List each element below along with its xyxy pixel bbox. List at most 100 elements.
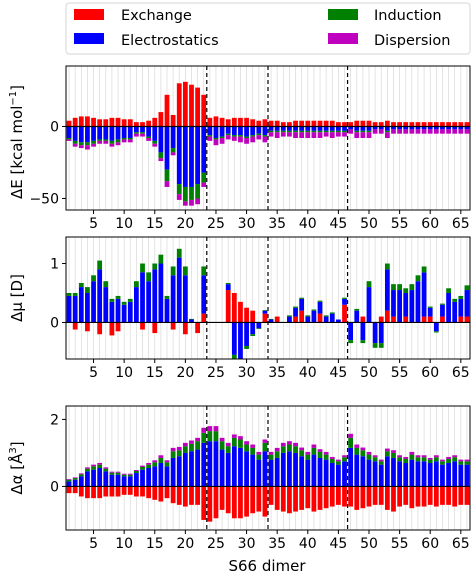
bar-induction bbox=[72, 140, 78, 144]
bar-electrostatics bbox=[446, 292, 451, 323]
bar-induction bbox=[446, 288, 451, 293]
bar-dispersion bbox=[354, 132, 360, 138]
bar-dispersion bbox=[121, 139, 127, 143]
bar-electrostatics bbox=[433, 126, 439, 130]
bar-dispersion bbox=[384, 132, 390, 138]
bar-electrostatics bbox=[305, 316, 311, 323]
ylabel-polarizability-sup: 3 bbox=[8, 447, 19, 453]
bar-electrostatics bbox=[415, 461, 421, 487]
bar-induction bbox=[231, 437, 237, 447]
bar-dispersion bbox=[378, 459, 384, 462]
bar-exchange bbox=[262, 313, 268, 323]
bar-electrostatics bbox=[250, 126, 256, 136]
x-tick-label: 30 bbox=[238, 536, 256, 552]
bar-electrostatics bbox=[280, 126, 286, 131]
bar-electrostatics bbox=[134, 473, 139, 487]
bar-induction bbox=[293, 130, 298, 133]
bar-induction bbox=[323, 315, 329, 317]
bar-exchange bbox=[195, 486, 200, 505]
bar-exchange bbox=[384, 310, 390, 323]
bar-dispersion bbox=[268, 132, 274, 137]
bar-induction bbox=[176, 450, 182, 457]
bar-induction bbox=[311, 309, 317, 311]
bar-induction bbox=[274, 451, 280, 458]
bar-exchange bbox=[103, 119, 109, 127]
bar-induction bbox=[195, 441, 200, 450]
bar-exchange bbox=[201, 94, 207, 127]
bar-exchange bbox=[348, 486, 354, 507]
bar-dispersion bbox=[127, 139, 133, 143]
bar-induction bbox=[164, 295, 170, 299]
bar-electrostatics bbox=[152, 126, 158, 141]
x-tick-label: 50 bbox=[360, 365, 378, 381]
x-tick-label: 25 bbox=[207, 216, 225, 232]
bar-electrostatics bbox=[244, 322, 249, 347]
bar-induction bbox=[189, 318, 194, 320]
bar-induction bbox=[403, 288, 409, 293]
x-tick-label: 60 bbox=[421, 216, 439, 232]
bar-dispersion bbox=[427, 457, 433, 460]
bar-dispersion bbox=[134, 133, 139, 137]
bar-exchange bbox=[427, 486, 433, 505]
bar-electrostatics bbox=[189, 126, 194, 187]
bar-dispersion bbox=[262, 136, 268, 143]
bar-exchange bbox=[372, 486, 378, 505]
x-tick-label: 30 bbox=[238, 365, 256, 381]
bar-dispersion bbox=[78, 473, 84, 475]
bar-dispersion bbox=[85, 145, 90, 150]
bar-exchange bbox=[366, 486, 372, 507]
bar-exchange bbox=[317, 486, 323, 510]
bar-induction bbox=[182, 446, 188, 453]
y-tick-label: 1 bbox=[50, 257, 59, 273]
bar-induction bbox=[305, 454, 311, 460]
bar-electrostatics bbox=[85, 126, 90, 143]
bar-electrostatics bbox=[97, 269, 103, 323]
bar-exchange bbox=[446, 122, 451, 127]
x-tick-label: 35 bbox=[268, 216, 286, 232]
bar-electrostatics bbox=[366, 126, 372, 131]
bar-electrostatics bbox=[256, 126, 262, 134]
bar-dispersion bbox=[176, 446, 182, 451]
bar-dispersion bbox=[109, 143, 115, 147]
bar-induction bbox=[66, 138, 72, 140]
bar-induction bbox=[127, 298, 133, 302]
bar-electrostatics bbox=[207, 126, 213, 136]
bar-dispersion bbox=[72, 477, 78, 479]
bar-dispersion bbox=[164, 181, 170, 187]
bar-exchange bbox=[274, 486, 280, 510]
bar-induction bbox=[146, 272, 152, 282]
bar-induction bbox=[366, 130, 372, 133]
bar-induction bbox=[360, 130, 366, 133]
bar-electrostatics bbox=[311, 126, 317, 131]
bar-dispersion bbox=[391, 450, 396, 453]
bar-induction bbox=[433, 331, 439, 333]
bar-dispersion bbox=[446, 129, 451, 134]
bar-exchange bbox=[299, 486, 305, 510]
bar-induction bbox=[140, 263, 145, 273]
bar-electrostatics bbox=[152, 269, 158, 323]
bar-exchange bbox=[415, 486, 421, 507]
bar-induction bbox=[299, 130, 305, 133]
bar-electrostatics bbox=[360, 322, 366, 341]
bar-induction bbox=[115, 139, 121, 143]
bar-exchange bbox=[354, 486, 360, 510]
bar-induction bbox=[231, 354, 237, 359]
bar-dispersion bbox=[152, 143, 158, 147]
bar-exchange bbox=[323, 120, 329, 127]
bar-electrostatics bbox=[354, 310, 360, 323]
bar-exchange bbox=[458, 486, 464, 505]
legend-swatch-exchange bbox=[74, 9, 104, 20]
bar-electrostatics bbox=[299, 456, 305, 487]
ylabel-energy-main: ΔE [kcal mol bbox=[8, 106, 26, 199]
bar-induction bbox=[91, 275, 96, 282]
bar-induction bbox=[225, 282, 231, 285]
bar-exchange bbox=[213, 486, 219, 519]
bar-exchange bbox=[256, 486, 262, 512]
bar-dispersion bbox=[85, 467, 90, 469]
bar-exchange bbox=[109, 322, 115, 336]
plot-area bbox=[66, 237, 470, 359]
bar-exchange bbox=[207, 117, 213, 127]
bar-electrostatics bbox=[409, 290, 415, 323]
bar-dispersion bbox=[195, 437, 200, 442]
bar-electrostatics bbox=[213, 441, 219, 487]
